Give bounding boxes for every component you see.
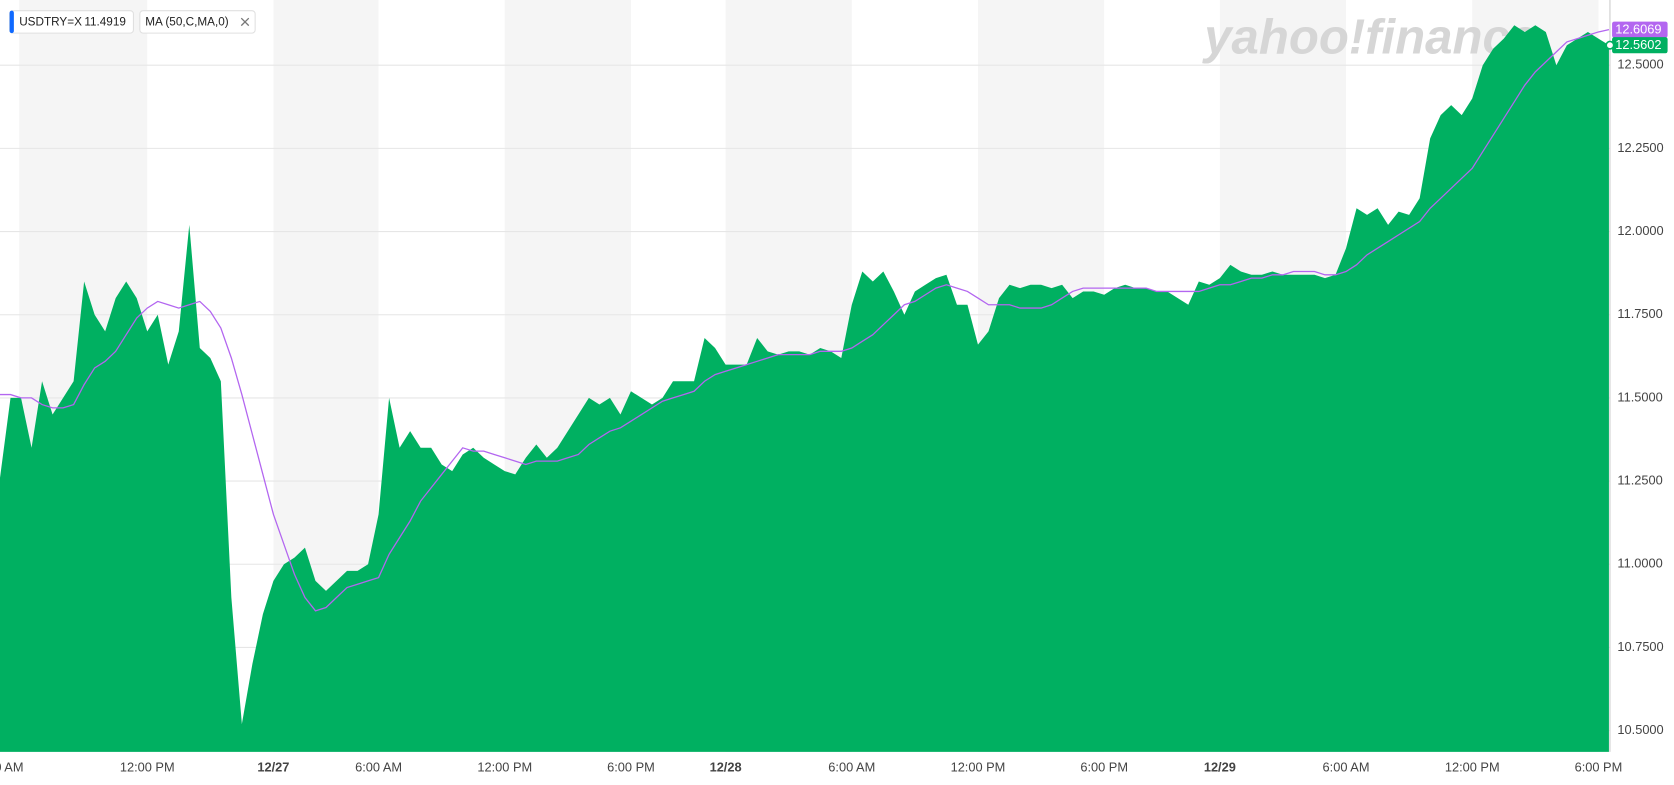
y-tick-label: 10.7500 (1617, 639, 1663, 654)
x-tick-label: 6:00 AM (0, 759, 23, 774)
x-tick-label: 12:00 PM (120, 759, 175, 774)
y-tick-label: 12.0000 (1617, 223, 1663, 238)
y-tick-label: 11.2500 (1617, 472, 1662, 487)
x-tick-label: 6:00 AM (355, 759, 402, 774)
x-tick-label: 12/27 (257, 759, 289, 774)
x-tick-label: 12:00 PM (477, 759, 532, 774)
y-tick-label: 12.5000 (1617, 57, 1663, 72)
last-price-dot (1605, 40, 1615, 50)
y-tick-label: 11.0000 (1617, 556, 1662, 571)
x-tick-label: 6:00 PM (1575, 759, 1623, 774)
x-tick-label: 12/29 (1204, 759, 1236, 774)
legend-close[interactable] (240, 17, 250, 27)
price-area (0, 25, 1609, 752)
y-tick-label: 11.5000 (1617, 389, 1662, 404)
x-tick-label: 12:00 PM (951, 759, 1006, 774)
last-price-box (1612, 37, 1668, 54)
x-tick-label: 12:00 PM (1445, 759, 1500, 774)
x-tick-label: 6:00 AM (828, 759, 875, 774)
ma-line (0, 29, 1610, 612)
ma-last-price-box (1612, 21, 1668, 38)
x-tick-label: 6:00 PM (1080, 759, 1128, 774)
legend-item: MA (50,C,MA,0) (139, 10, 256, 34)
y-tick-label: 12.2500 (1617, 140, 1663, 155)
legend-item: USDTRY=X 11.4919 (9, 10, 134, 34)
x-tick-label: 6:00 PM (607, 759, 655, 774)
x-tick-label: 6:00 AM (1323, 759, 1370, 774)
x-tick-label: 12/28 (710, 759, 742, 774)
y-tick-label: 10.5000 (1617, 722, 1663, 737)
legend-name: USDTRY=X (19, 16, 82, 29)
legend-value: 11.4919 (84, 16, 126, 29)
ma-last-price-label: 12.6069 (1615, 22, 1661, 37)
legend-marker (9, 10, 14, 34)
y-tick-label: 11.7500 (1617, 306, 1662, 321)
legend-chip (139, 10, 256, 34)
last-price-label: 12.5602 (1615, 37, 1661, 52)
legend-name: MA (50,C,MA,0) (145, 16, 229, 29)
watermark: yahoo!finance (1201, 11, 1537, 65)
